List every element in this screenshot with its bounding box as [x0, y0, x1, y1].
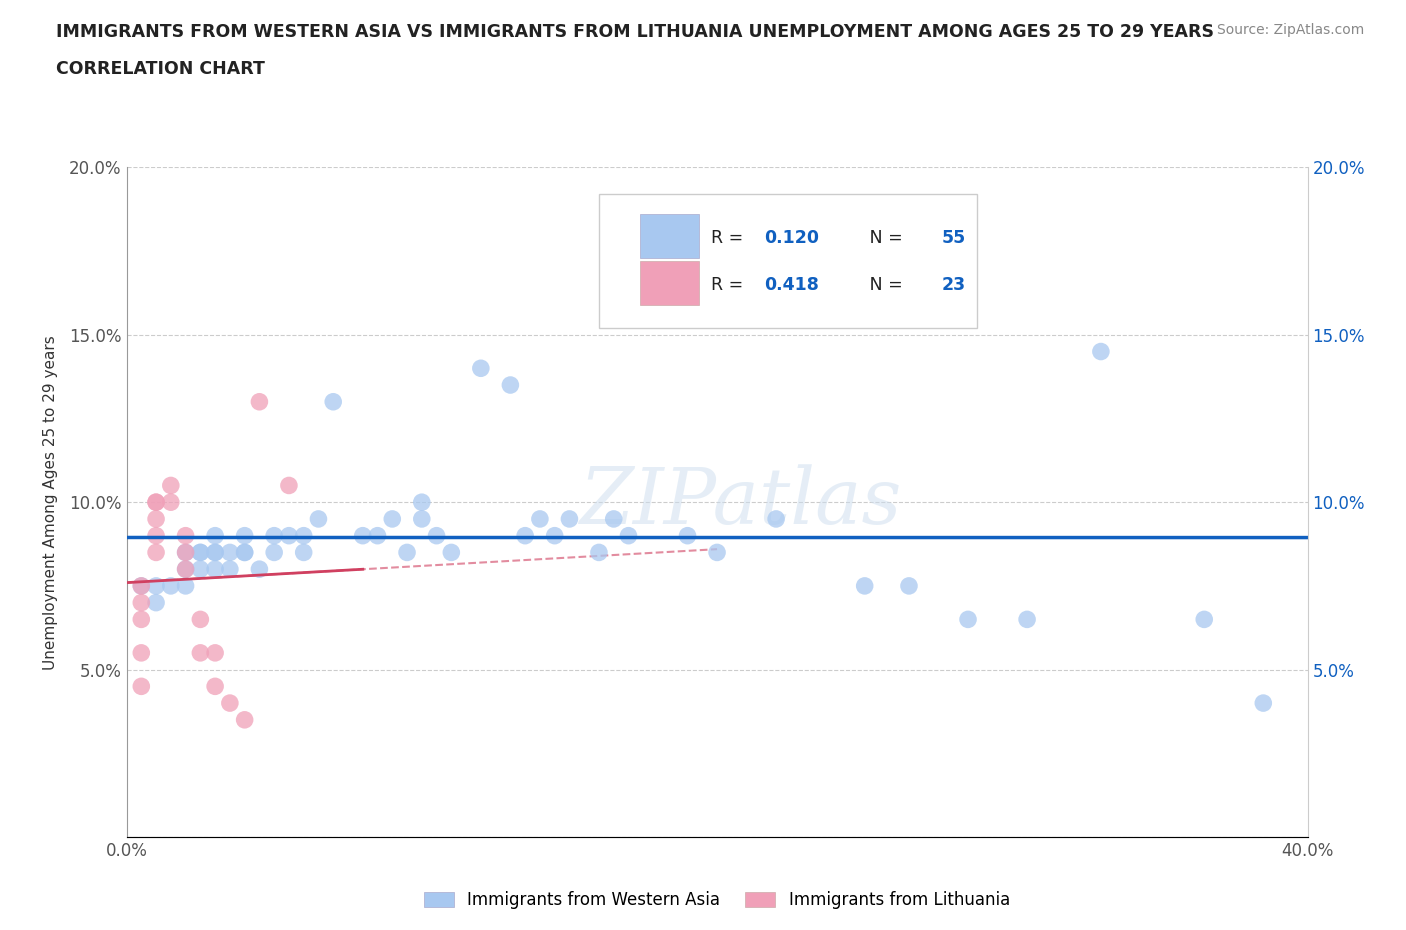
- Point: [617, 528, 640, 543]
- Text: 23: 23: [942, 275, 966, 294]
- Point: [188, 612, 211, 627]
- Point: [278, 478, 301, 493]
- Point: [603, 512, 626, 526]
- Point: [219, 545, 242, 560]
- Point: [174, 578, 197, 593]
- Point: [247, 394, 270, 409]
- Point: [145, 545, 167, 560]
- Point: [278, 528, 301, 543]
- Point: [366, 528, 388, 543]
- Point: [233, 528, 256, 543]
- Point: [470, 361, 492, 376]
- Point: [307, 512, 329, 526]
- Point: [263, 545, 285, 560]
- Point: [1251, 696, 1274, 711]
- Point: [174, 528, 197, 543]
- Text: IMMIGRANTS FROM WESTERN ASIA VS IMMIGRANTS FROM LITHUANIA UNEMPLOYMENT AMONG AGE: IMMIGRANTS FROM WESTERN ASIA VS IMMIGRAN…: [56, 23, 1215, 41]
- Text: ZIPatlas: ZIPatlas: [579, 464, 901, 540]
- Point: [396, 545, 419, 560]
- Point: [1090, 344, 1112, 359]
- Point: [204, 679, 226, 694]
- Point: [515, 528, 537, 543]
- Point: [411, 512, 433, 526]
- Point: [145, 578, 167, 593]
- Point: [145, 495, 167, 510]
- Text: 0.418: 0.418: [765, 275, 820, 294]
- Point: [159, 578, 183, 593]
- Point: [159, 478, 183, 493]
- Y-axis label: Unemployment Among Ages 25 to 29 years: Unemployment Among Ages 25 to 29 years: [44, 335, 58, 670]
- Point: [322, 394, 344, 409]
- Point: [897, 578, 920, 593]
- Point: [425, 528, 447, 543]
- Point: [1017, 612, 1039, 627]
- Point: [381, 512, 404, 526]
- Point: [853, 578, 876, 593]
- Point: [292, 528, 315, 543]
- Point: [233, 545, 256, 560]
- Text: 55: 55: [942, 229, 966, 246]
- Point: [129, 578, 153, 593]
- Point: [204, 528, 226, 543]
- Point: [174, 545, 197, 560]
- FancyBboxPatch shape: [599, 194, 977, 328]
- Point: [292, 545, 315, 560]
- Point: [588, 545, 610, 560]
- Point: [706, 545, 728, 560]
- Point: [529, 512, 551, 526]
- Point: [765, 512, 787, 526]
- Point: [233, 712, 256, 727]
- Point: [129, 612, 153, 627]
- Point: [956, 612, 979, 627]
- Point: [129, 578, 153, 593]
- FancyBboxPatch shape: [640, 261, 699, 305]
- Point: [145, 595, 167, 610]
- FancyBboxPatch shape: [640, 214, 699, 258]
- Point: [647, 227, 669, 242]
- Text: N =: N =: [853, 229, 908, 246]
- Point: [188, 562, 211, 577]
- Point: [219, 562, 242, 577]
- Point: [1192, 612, 1215, 627]
- Legend: Immigrants from Western Asia, Immigrants from Lithuania: Immigrants from Western Asia, Immigrants…: [418, 884, 1017, 916]
- Point: [145, 512, 167, 526]
- Text: 0.120: 0.120: [765, 229, 820, 246]
- Point: [188, 645, 211, 660]
- Text: R =: R =: [711, 275, 749, 294]
- Point: [676, 528, 699, 543]
- Point: [204, 545, 226, 560]
- Point: [174, 562, 197, 577]
- Point: [159, 495, 183, 510]
- Point: [247, 562, 270, 577]
- Point: [188, 545, 211, 560]
- Point: [204, 645, 226, 660]
- Point: [411, 495, 433, 510]
- Point: [129, 679, 153, 694]
- Point: [558, 512, 581, 526]
- Text: Source: ZipAtlas.com: Source: ZipAtlas.com: [1216, 23, 1364, 37]
- Point: [204, 545, 226, 560]
- Text: N =: N =: [853, 275, 908, 294]
- Point: [145, 528, 167, 543]
- Point: [174, 562, 197, 577]
- Text: CORRELATION CHART: CORRELATION CHART: [56, 60, 266, 78]
- Point: [263, 528, 285, 543]
- Point: [129, 595, 153, 610]
- Point: [219, 696, 242, 711]
- Point: [145, 495, 167, 510]
- Point: [129, 645, 153, 660]
- Point: [204, 562, 226, 577]
- Point: [543, 528, 565, 543]
- Point: [499, 378, 522, 392]
- Point: [233, 545, 256, 560]
- Point: [352, 528, 374, 543]
- Point: [188, 545, 211, 560]
- Point: [174, 545, 197, 560]
- Text: R =: R =: [711, 229, 749, 246]
- Point: [440, 545, 463, 560]
